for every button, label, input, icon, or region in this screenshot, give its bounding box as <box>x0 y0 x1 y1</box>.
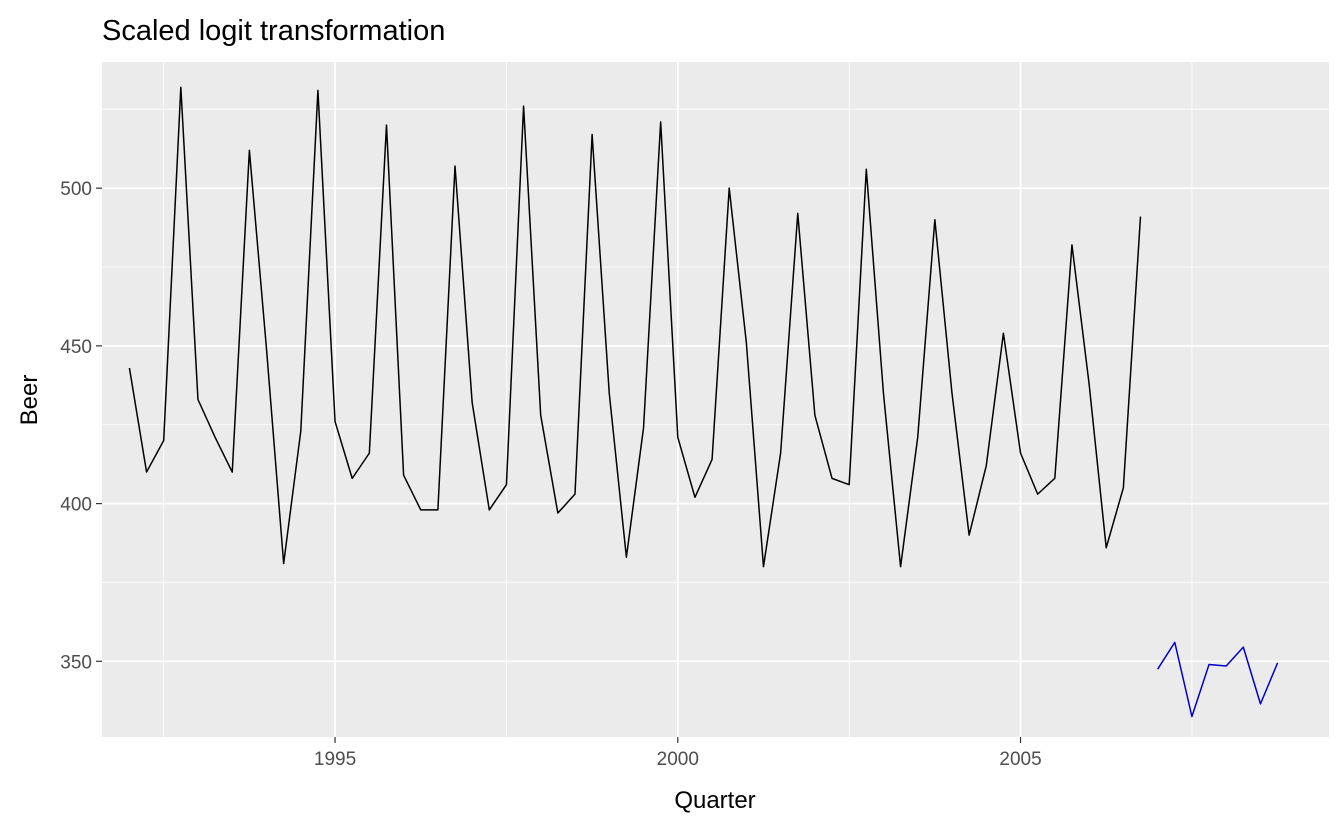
x-tick-label: 1995 <box>314 749 356 770</box>
x-axis-title: Quarter <box>674 787 755 814</box>
y-tick-label: 500 <box>60 179 92 200</box>
x-tick-label: 2000 <box>657 749 699 770</box>
y-tick-label: 400 <box>60 495 92 516</box>
series-line-forecast <box>1156 641 1279 718</box>
chart-title: Scaled logit transformation <box>102 15 445 47</box>
y-tick-label: 350 <box>60 652 92 673</box>
x-axis: 1995 2000 2005 <box>314 737 1042 770</box>
minor-gridlines <box>102 62 1329 737</box>
x-tick-label: 2005 <box>999 749 1041 770</box>
y-axis: 350 400 450 500 <box>60 179 102 673</box>
y-tick-label: 450 <box>60 337 92 358</box>
series-line-history <box>128 86 1142 568</box>
series-layer <box>128 86 1279 718</box>
major-gridlines <box>102 62 1329 737</box>
y-axis-title: Beer <box>16 375 43 426</box>
